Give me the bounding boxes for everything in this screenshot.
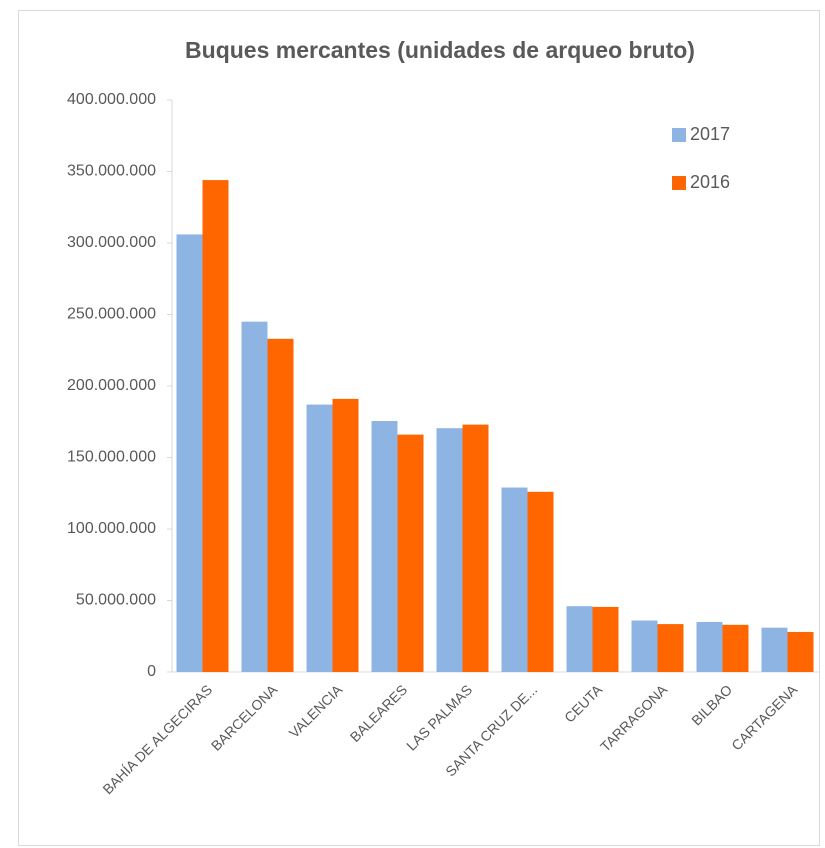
y-tick-label: 400.000.000 [67,91,156,108]
bar [202,180,229,672]
bar [527,491,554,672]
legend-label: 2016 [690,172,730,192]
y-tick-label: 250.000.000 [67,306,156,323]
legend-swatch [672,176,686,190]
bar [696,621,723,672]
chart-frame [18,10,820,846]
bar [566,606,593,672]
y-tick-label: 200.000.000 [67,377,156,394]
bar [397,434,424,672]
chart-title: Buques mercantes (unidades de arqueo bru… [185,37,695,63]
y-tick-label: 0 [147,663,156,680]
bar [436,428,463,672]
bar [462,424,489,672]
y-tick-label: 150.000.000 [67,449,156,466]
y-tick-label: 350.000.000 [67,163,156,180]
y-tick-label: 50.000.000 [76,592,156,609]
bar [501,487,528,672]
bar [241,321,268,672]
bar [592,606,619,672]
bar [306,404,333,672]
bar [722,624,749,672]
bar [332,398,359,672]
legend-swatch [672,128,686,142]
bar [371,421,398,672]
bar [787,631,814,672]
legend-label: 2017 [690,124,730,144]
bar [176,234,203,673]
y-tick-label: 300.000.000 [67,234,156,251]
bar [761,627,788,672]
bar [657,624,684,672]
bar [267,338,294,672]
y-tick-label: 100.000.000 [67,520,156,537]
bar [631,620,658,672]
